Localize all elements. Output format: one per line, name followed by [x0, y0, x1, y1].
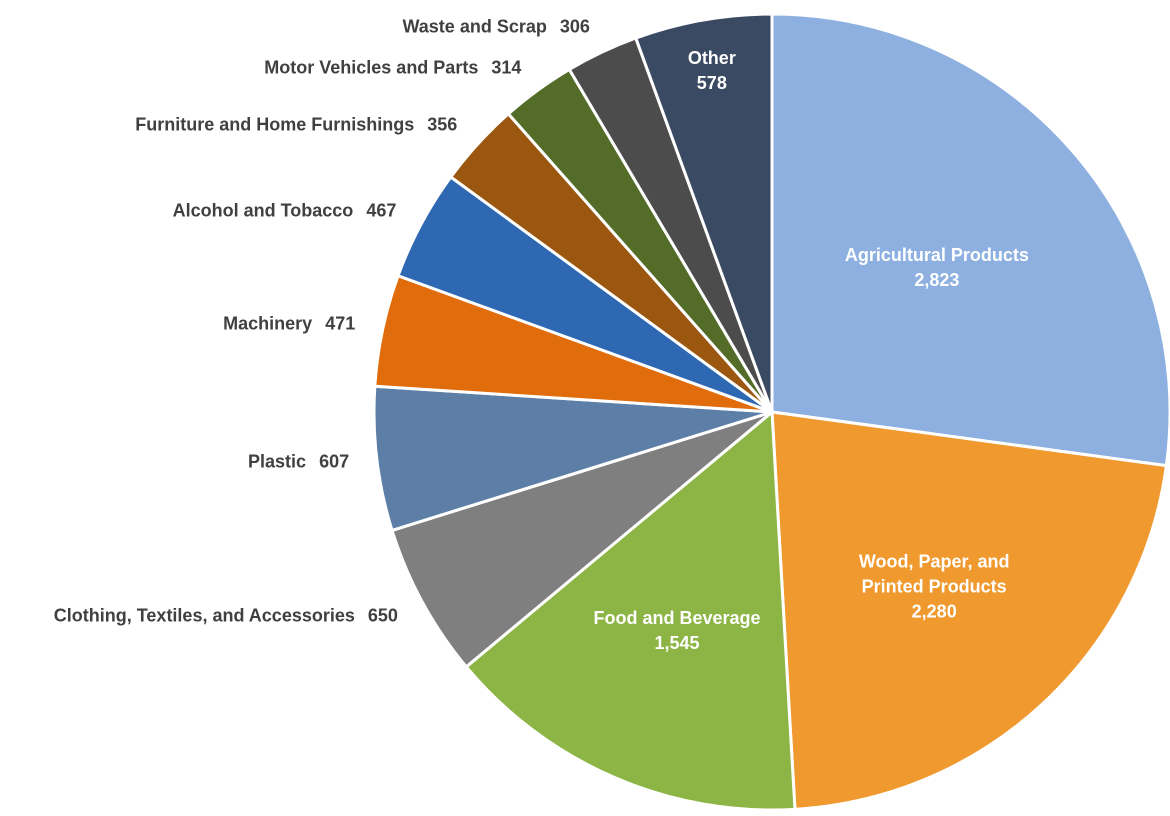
pie-slice	[634, 12, 774, 414]
pie-slice	[372, 384, 774, 532]
label-value: 314	[491, 57, 522, 78]
data-label: Wood, Paper, and Printed Products 2,280	[834, 550, 1034, 625]
label-category: Motor Vehicles and Parts	[264, 57, 479, 78]
label-category: Alcohol and Tobacco	[172, 200, 354, 221]
label-value: 650	[367, 605, 398, 626]
label-category: Plastic	[248, 451, 307, 472]
label-value: 306	[559, 16, 590, 37]
data-label: Plastic 607	[248, 450, 349, 475]
label-value: 2,280	[911, 601, 957, 622]
pie-slice	[770, 410, 1168, 811]
label-category: Agricultural Products	[844, 245, 1029, 266]
pie-slice	[770, 12, 1170, 468]
data-label: Agricultural Products 2,823	[837, 243, 1037, 293]
data-label: Motor Vehicles and Parts 314	[264, 55, 521, 80]
data-label: Machinery 471	[223, 312, 355, 337]
label-value: 356	[427, 114, 458, 135]
data-label: Food and Beverage 1,545	[577, 606, 777, 656]
label-category: Waste and Scrap	[402, 16, 547, 37]
label-value: 471	[325, 313, 356, 334]
label-value: 1,545	[654, 633, 700, 654]
pie-slice	[390, 410, 774, 669]
label-category: Clothing, Textiles, and Accessories	[53, 605, 355, 626]
label-value: 578	[696, 73, 727, 93]
data-label: Furniture and Home Furnishings 356	[135, 113, 457, 138]
label-category: Machinery	[223, 313, 313, 334]
data-label: Clothing, Textiles, and Accessories 650	[54, 603, 398, 628]
data-label: Waste and Scrap 306	[402, 15, 589, 40]
data-label: Alcohol and Tobacco 467	[173, 199, 397, 224]
label-category: Food and Beverage	[593, 608, 761, 629]
data-label: Other 578	[612, 46, 812, 96]
pie-slice	[464, 410, 797, 812]
label-value: 2,823	[914, 270, 960, 291]
label-category: Wood, Paper, and Printed Products	[858, 551, 1010, 597]
label-value: 467	[366, 200, 397, 221]
label-category: Furniture and Home Furnishings	[135, 114, 415, 135]
label-value: 607	[319, 451, 350, 472]
label-category: Other	[687, 48, 736, 68]
